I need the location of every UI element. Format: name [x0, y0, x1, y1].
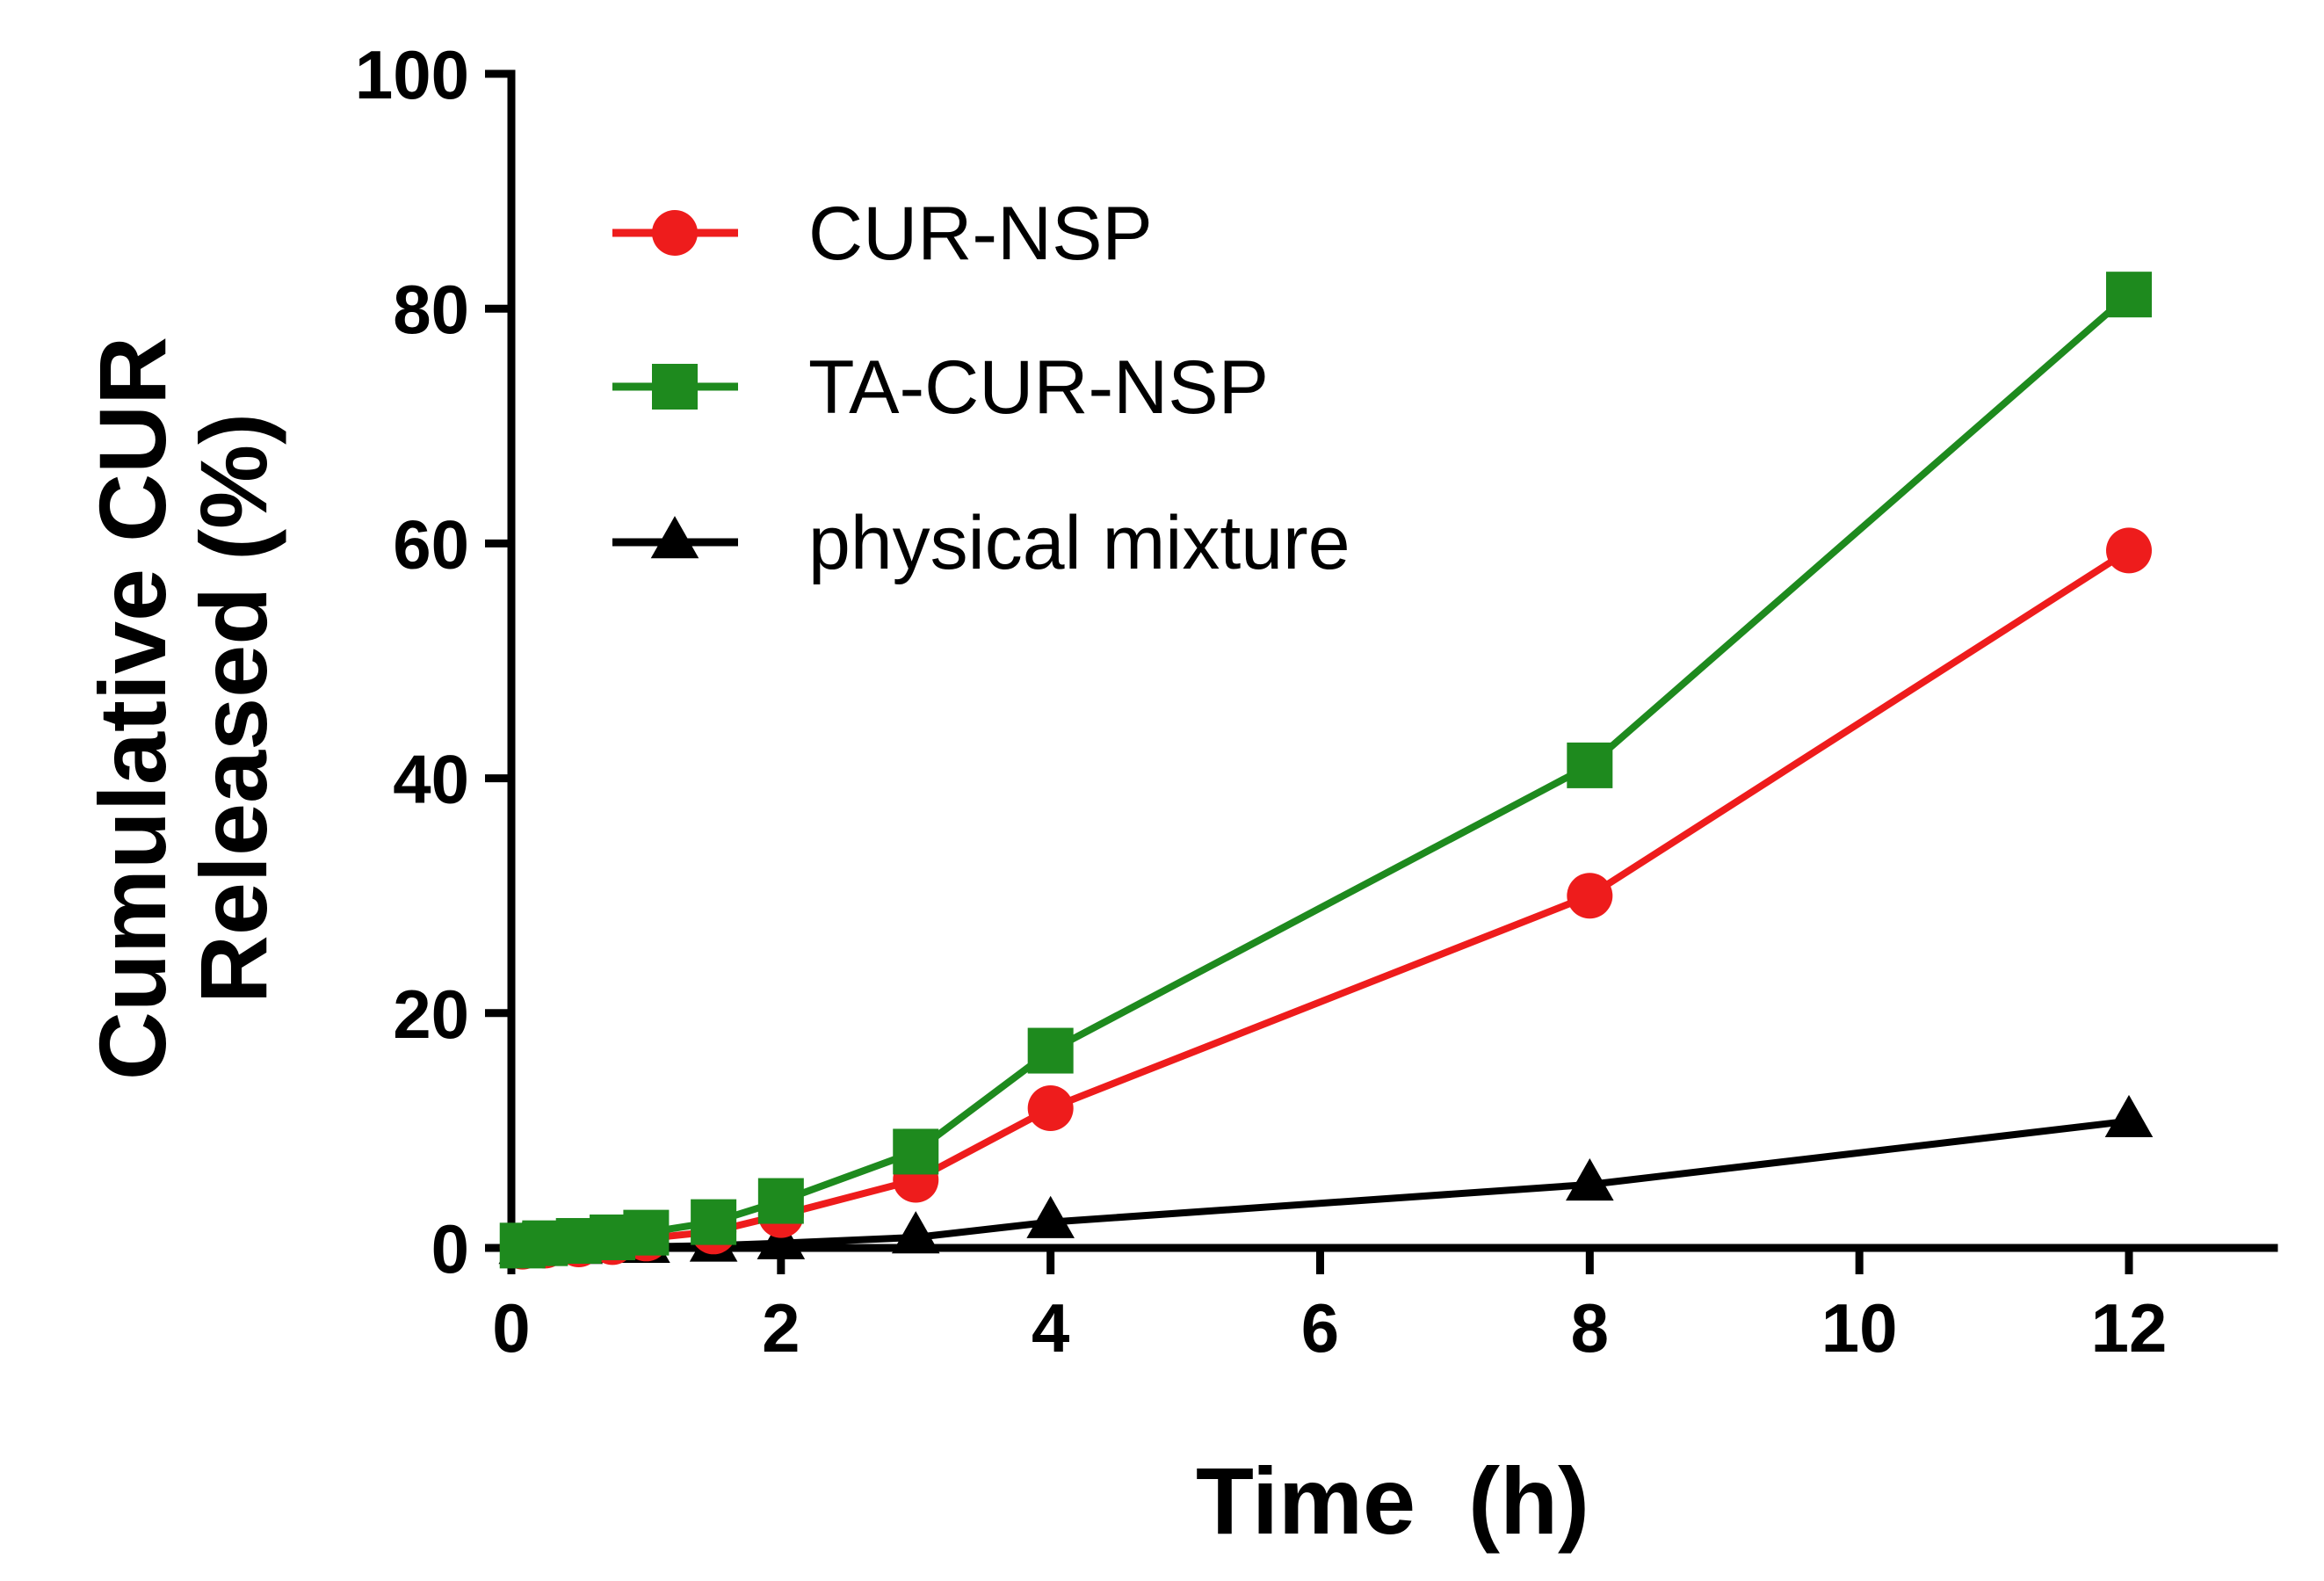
legend-label-physical-mixture: physical mixture — [808, 501, 1350, 585]
series-line-cur-nsp — [522, 548, 2132, 1251]
series-physical-mixture — [498, 1094, 2154, 1265]
data-point-ta-cur-nsp-10 — [2106, 272, 2152, 318]
data-point-ta-cur-nsp-7 — [893, 1128, 939, 1175]
x-tick-label-10: 10 — [1821, 1289, 1898, 1367]
axes — [507, 69, 2278, 1252]
y-axis-title: Cumulative CUR Released (%) — [79, 337, 286, 1080]
legend-item-ta-cur-nsp: TA-CUR-NSP — [612, 345, 1269, 430]
y-axis-title-line-2: Released (%) — [180, 413, 286, 1004]
y-tick-label-80: 80 — [393, 271, 469, 348]
x-tick-label-6: 6 — [1301, 1289, 1339, 1367]
data-point-physical-mixture-8 — [1026, 1195, 1075, 1238]
data-point-ta-cur-nsp-6 — [757, 1178, 804, 1224]
series-line-ta-cur-nsp — [522, 292, 2132, 1250]
y-axis-title-line-1: Cumulative CUR — [79, 337, 185, 1080]
y-tick-label-40: 40 — [393, 741, 469, 818]
series-ta-cur-nsp — [499, 272, 2152, 1269]
legend-marker-ta-cur-nsp — [652, 364, 698, 410]
legend-label-ta-cur-nsp: TA-CUR-NSP — [808, 345, 1269, 430]
y-ticks: 0 20 40 60 80 100 — [355, 36, 511, 1287]
y-tick-label-60: 60 — [393, 505, 469, 583]
data-point-ta-cur-nsp-8 — [1027, 1027, 1074, 1074]
x-tick-label-2: 2 — [762, 1289, 800, 1367]
x-tick-label-12: 12 — [2091, 1289, 2168, 1367]
legend-item-cur-nsp: CUR-NSP — [612, 192, 1153, 276]
data-point-physical-mixture-6 — [757, 1216, 806, 1259]
y-tick-label-20: 20 — [393, 975, 469, 1053]
series-layer — [498, 272, 2154, 1270]
legend-item-physical-mixture: physical mixture — [612, 501, 1350, 585]
data-point-cur-nsp-8 — [1027, 1085, 1074, 1132]
y-tick-label-100: 100 — [355, 36, 469, 113]
data-point-cur-nsp-10 — [2106, 527, 2152, 574]
legend-marker-physical-mixture — [650, 516, 699, 559]
y-tick-label-0: 0 — [431, 1210, 469, 1287]
x-tick-label-0: 0 — [492, 1289, 530, 1367]
x-axis-title: Time (h) — [1196, 1447, 1589, 1554]
data-point-physical-mixture-9 — [1566, 1158, 1614, 1201]
x-tick-label-4: 4 — [1032, 1289, 1069, 1367]
legend-marker-cur-nsp — [652, 210, 698, 256]
data-point-ta-cur-nsp-4 — [623, 1209, 670, 1256]
data-point-cur-nsp-9 — [1567, 873, 1613, 919]
data-point-physical-mixture-10 — [2104, 1094, 2154, 1137]
data-point-physical-mixture-7 — [891, 1211, 940, 1254]
x-ticks: 0 2 4 6 8 10 12 — [492, 1248, 2167, 1367]
data-point-ta-cur-nsp-9 — [1567, 742, 1613, 788]
data-point-ta-cur-nsp-5 — [691, 1199, 737, 1245]
legend: CUR-NSP TA-CUR-NSP physical mixture — [612, 192, 1350, 585]
legend-label-cur-nsp: CUR-NSP — [808, 192, 1153, 276]
x-tick-label-8: 8 — [1571, 1289, 1609, 1367]
series-cur-nsp — [499, 527, 2152, 1270]
